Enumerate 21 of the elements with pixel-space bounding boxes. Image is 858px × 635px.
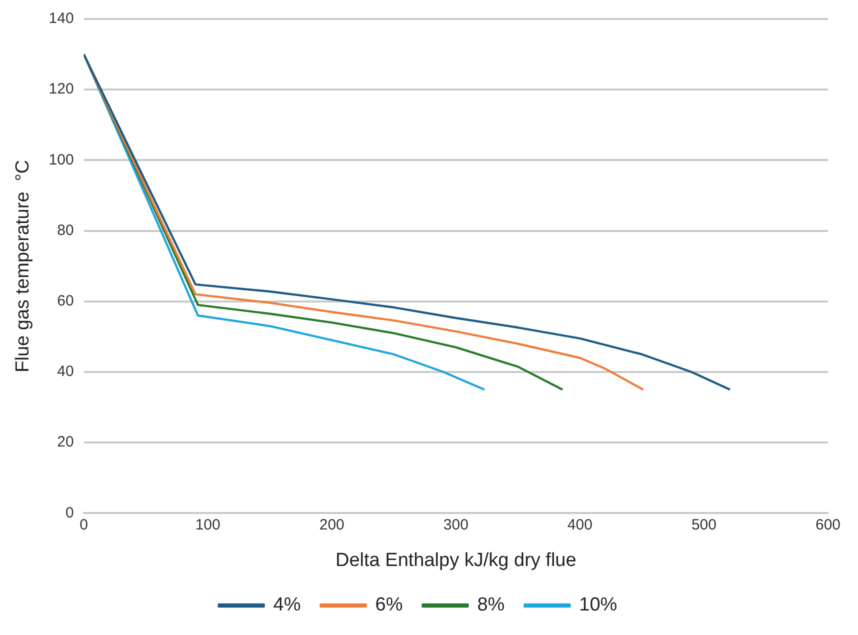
y-tick-label: 120 <box>48 80 74 98</box>
y-tick-label: 0 <box>65 504 74 522</box>
legend-label: 8% <box>477 594 505 616</box>
y-tick-label: 100 <box>48 151 74 168</box>
x-tick-label: 0 <box>80 516 88 534</box>
x-tick-label: 200 <box>319 516 344 534</box>
y-tick-label: 60 <box>57 292 74 310</box>
x-tick-label: 600 <box>815 516 841 534</box>
x-tick-label: 500 <box>691 516 716 534</box>
legend-label: 6% <box>375 594 403 616</box>
y-tick-label: 20 <box>57 434 74 451</box>
y-tick-label: 40 <box>57 363 74 380</box>
x-tick-label: 400 <box>567 516 592 534</box>
x-tick-label: 100 <box>195 516 220 534</box>
x-tick-label: 300 <box>443 516 468 534</box>
y-axis-title: Flue gas temperature °C <box>12 160 34 372</box>
legend-label: 4% <box>273 594 301 616</box>
legend-label: 10% <box>579 594 618 616</box>
y-tick-label: 80 <box>57 222 74 239</box>
y-tick-label: 140 <box>48 10 74 28</box>
x-axis-title: Delta Enthalpy kJ/kg dry flue <box>336 550 576 571</box>
